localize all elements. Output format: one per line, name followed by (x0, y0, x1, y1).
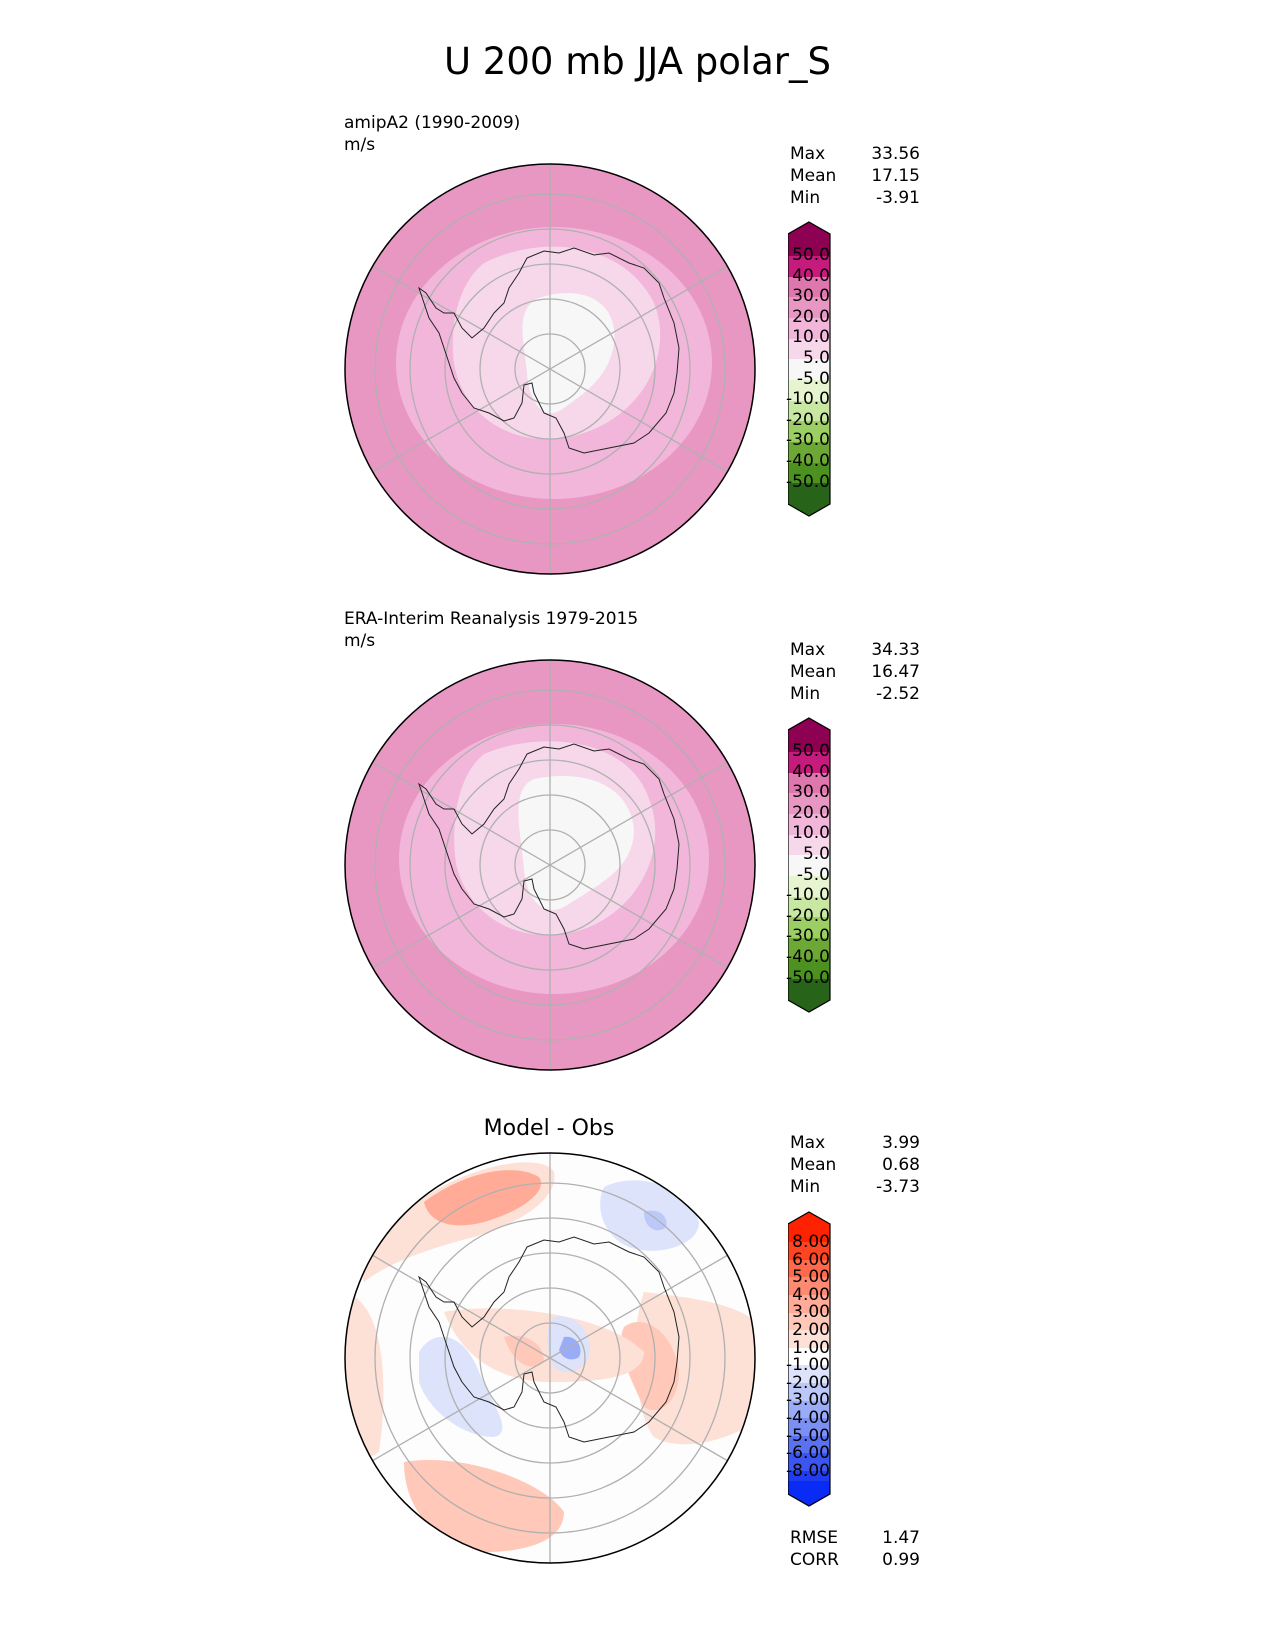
rmse-value: 1.47 (882, 1528, 920, 1548)
mean-value: 17.15 (871, 166, 920, 186)
colorbar-tick: 10.0 (792, 327, 830, 348)
colorbar-tick: -40.0 (786, 451, 830, 471)
contour-neg2-neg3 (644, 1210, 667, 1231)
min-value: -3.91 (876, 188, 920, 208)
max-label: Max (790, 144, 826, 164)
map-boundary (344, 1152, 756, 1564)
antarctica-coastline (418, 247, 680, 454)
colorbar-tick: -4.00 (786, 1408, 830, 1428)
colorbar (788, 1211, 831, 1507)
min-label: Min (790, 1177, 821, 1197)
colorbar-tick: -50.0 (786, 471, 830, 492)
colorbar-tick: 8.00 (792, 1232, 830, 1252)
colorbar-tick: -3.00 (786, 1390, 830, 1411)
colorbar-tick: -40.0 (786, 947, 830, 967)
polar-map (344, 659, 756, 1071)
mean-value: 0.68 (882, 1155, 920, 1175)
colorbar-tick: 2.00 (792, 1320, 830, 1340)
colorbar-tick: 50.0 (792, 245, 830, 265)
colorbar-tick: 5.00 (792, 1267, 830, 1288)
colorbar-tick: 30.0 (792, 286, 830, 307)
units-label: m/s (344, 135, 376, 155)
contour-1-2 (635, 1292, 755, 1445)
colorbar-tick: -5.0 (796, 368, 830, 389)
colorbar-tick: 5.0 (802, 348, 830, 368)
dataset-label: amipA2 (1990-2009) (344, 113, 521, 133)
contour-near-zero (522, 293, 615, 414)
colorbar-tick: 4.00 (792, 1284, 830, 1305)
contour-near-zero (518, 776, 634, 910)
rmse-label: RMSE (790, 1528, 839, 1548)
min-value: -2.52 (876, 684, 920, 704)
figure-title: U 200 mb JJA polar_S (443, 40, 832, 83)
colorbar-tick: -20.0 (786, 409, 830, 430)
polar-map (344, 1152, 756, 1564)
colorbar-tick: 40.0 (792, 265, 830, 286)
colorbar-tick: -5.0 (796, 864, 830, 885)
colorbar-tick: 1.00 (792, 1337, 830, 1358)
colorbar-tick: -50.0 (786, 967, 830, 988)
contour-neg1-neg2 (419, 1336, 503, 1437)
max-label: Max (790, 1133, 826, 1153)
contour-1-2 (444, 1308, 644, 1382)
colorbar-tick: 30.0 (792, 782, 830, 803)
max-value: 34.33 (871, 640, 920, 660)
mean-label: Mean (790, 166, 837, 186)
colorbar-tick: -6.00 (786, 1443, 830, 1464)
colorbar-tick: -1.00 (786, 1355, 830, 1376)
stats-box: Max 3.99 Mean 0.68 Min -3.73 (790, 1132, 920, 1198)
polar-map (344, 163, 756, 575)
skill-scores: RMSE 1.47 CORR 0.99 (790, 1527, 920, 1571)
colorbar-tick: 40.0 (792, 761, 830, 782)
min-value: -3.73 (876, 1177, 920, 1197)
colorbar-tick: -10.0 (786, 885, 830, 906)
min-label: Min (790, 684, 821, 704)
colorbar-tick: -10.0 (786, 389, 830, 410)
max-value: 3.99 (882, 1133, 920, 1153)
min-label: Min (790, 188, 821, 208)
stats-box: Max 34.33 Mean 16.47 Min -2.52 (790, 639, 920, 705)
colorbar (788, 717, 831, 1013)
panel-caption: Model - Obs (483, 1116, 615, 1141)
antarctica-coastline (418, 1236, 680, 1443)
map-boundary (344, 163, 756, 575)
panel-caption: ERA-Interim Reanalysis 1979-2015 m/s (344, 608, 638, 652)
units-label: m/s (344, 631, 376, 651)
colorbar-tick: 50.0 (792, 741, 830, 761)
graticule (371, 660, 729, 1070)
corr-value: 0.99 (882, 1550, 920, 1570)
contour-2-3 (621, 1322, 679, 1411)
colorbar-tick: 20.0 (792, 802, 830, 823)
stats-box: Max 33.56 Mean 17.15 Min -3.91 (790, 143, 920, 209)
mean-label: Mean (790, 662, 837, 682)
colorbar-tick: 6.00 (792, 1249, 830, 1270)
colorbar-tick: -8.00 (786, 1460, 830, 1481)
colorbar-tick: -2.00 (786, 1372, 830, 1393)
contour-2-3 (504, 1335, 544, 1367)
colorbar-tick: 20.0 (792, 306, 830, 327)
colorbar-tick: -30.0 (786, 926, 830, 947)
colorbar (788, 221, 831, 517)
colorbar-tick: 5.0 (802, 844, 830, 864)
colorbar-tick: 3.00 (792, 1302, 830, 1323)
panel-caption: amipA2 (1990-2009) m/s (344, 112, 520, 156)
dataset-label: ERA-Interim Reanalysis 1979-2015 (344, 609, 639, 629)
contour-2-3 (404, 1460, 564, 1552)
colorbar-tick: -20.0 (786, 905, 830, 926)
mean-label: Mean (790, 1155, 837, 1175)
map-boundary (344, 659, 756, 1071)
corr-label: CORR (790, 1550, 839, 1570)
contour-neg3-neg4 (559, 1336, 581, 1360)
antarctica-coastline (418, 743, 680, 950)
colorbar-tick: -30.0 (786, 430, 830, 451)
colorbar-tick: 10.0 (792, 823, 830, 844)
max-value: 33.56 (871, 144, 920, 164)
colorbar-tick: -5.00 (786, 1425, 830, 1446)
max-label: Max (790, 640, 826, 660)
mean-value: 16.47 (871, 662, 920, 682)
